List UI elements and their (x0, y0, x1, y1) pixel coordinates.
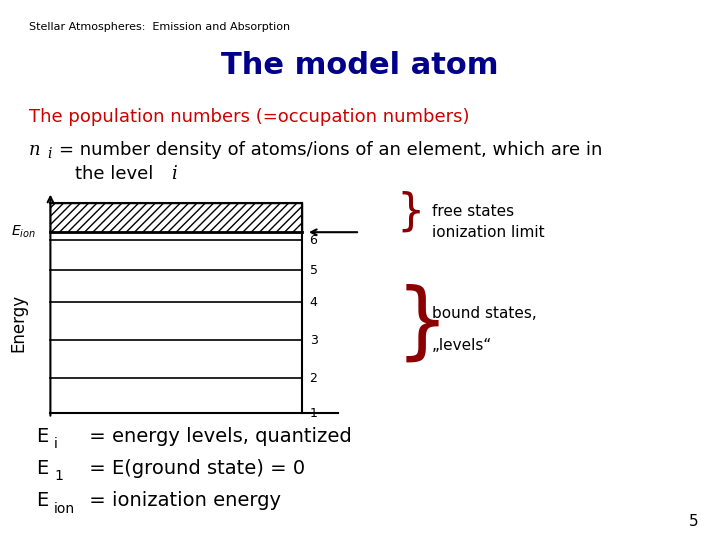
Text: = energy levels, quantized: = energy levels, quantized (83, 427, 351, 446)
Text: Energy: Energy (9, 294, 27, 352)
Text: 5: 5 (310, 264, 318, 276)
Text: 4: 4 (310, 296, 318, 309)
Text: 1: 1 (310, 407, 318, 420)
Text: = ionization energy: = ionization energy (83, 491, 281, 510)
Text: i: i (54, 437, 58, 451)
Text: „levels“: „levels“ (432, 338, 492, 353)
Text: $E_{ion}$: $E_{ion}$ (11, 224, 36, 240)
Text: Stellar Atmospheres:  Emission and Absorption: Stellar Atmospheres: Emission and Absorp… (29, 22, 290, 32)
Text: i: i (171, 165, 177, 183)
Text: i: i (47, 147, 51, 161)
Text: = number density of atoms/ions of an element, which are in: = number density of atoms/ions of an ele… (59, 141, 603, 159)
Text: free states: free states (432, 205, 514, 219)
Text: 1: 1 (54, 469, 63, 483)
Text: = E(ground state) = 0: = E(ground state) = 0 (83, 459, 305, 478)
Text: ionization limit: ionization limit (432, 225, 544, 240)
Text: 3: 3 (310, 334, 318, 347)
Polygon shape (50, 202, 302, 232)
Text: E: E (36, 459, 48, 478)
Text: The model atom: The model atom (221, 51, 499, 80)
Text: }: } (396, 284, 449, 364)
Text: ion: ion (54, 502, 75, 516)
Text: 6: 6 (310, 234, 318, 247)
Text: 2: 2 (310, 372, 318, 384)
Text: bound states,: bound states, (432, 306, 536, 321)
Text: E: E (36, 491, 48, 510)
Text: the level: the level (75, 165, 159, 183)
Text: n: n (29, 141, 40, 159)
Text: 5: 5 (689, 514, 698, 529)
Text: The population numbers (=occupation numbers): The population numbers (=occupation numb… (29, 108, 469, 126)
Text: }: } (396, 191, 424, 233)
Text: E: E (36, 427, 48, 446)
